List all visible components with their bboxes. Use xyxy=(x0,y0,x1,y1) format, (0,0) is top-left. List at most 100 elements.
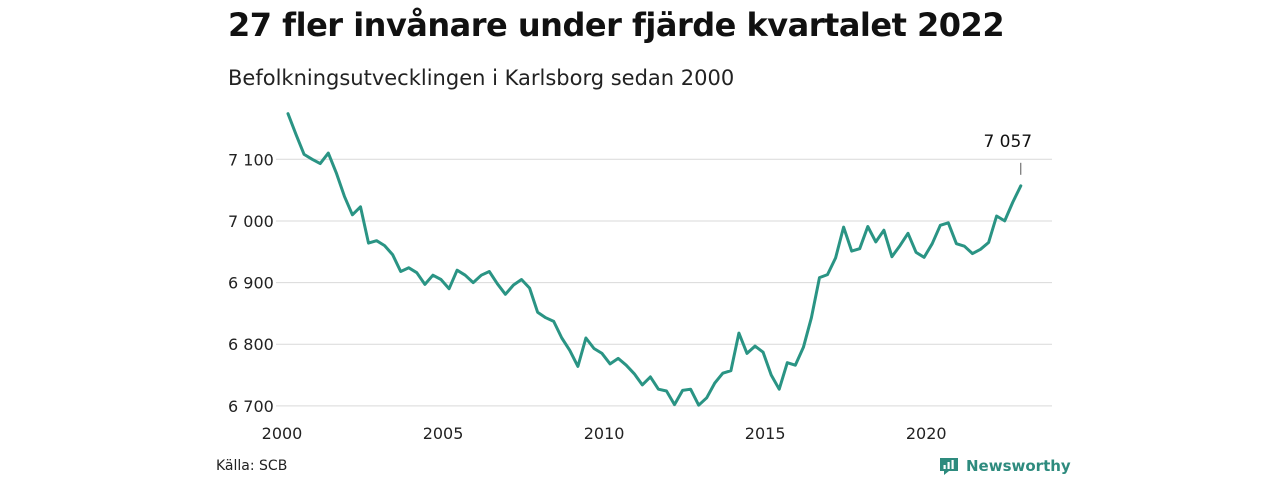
gridlines xyxy=(276,158,1052,407)
data-point-2022-Q3 xyxy=(1011,201,1014,204)
data-point-2001-Q1 xyxy=(319,162,322,165)
data-point-2004-Q3 xyxy=(431,274,434,277)
data-point-2004-Q1 xyxy=(415,271,418,274)
source-label: Källa: SCB xyxy=(216,458,288,474)
data-point-2004-Q2 xyxy=(423,283,426,286)
data-point-2009-Q3 xyxy=(593,347,596,350)
series-line-population xyxy=(286,112,1023,407)
data-point-2010-Q2 xyxy=(617,357,620,360)
data-point-2001-Q4 xyxy=(343,195,346,198)
data-point-2009-Q2 xyxy=(584,337,587,340)
data-point-2005-Q4 xyxy=(472,281,475,284)
data-point-2014-Q3 xyxy=(754,345,757,348)
data-point-2013-Q4 xyxy=(729,369,732,372)
data-point-2015-Q3 xyxy=(786,361,789,364)
data-point-2018-Q1 xyxy=(866,225,869,228)
data-point-2011-Q1 xyxy=(641,383,644,386)
data-point-2013-Q2 xyxy=(713,382,716,385)
data-point-2022-Q2 xyxy=(1003,219,1006,222)
data-point-2015-Q1 xyxy=(770,374,773,377)
data-point-2022-Q4 xyxy=(1019,184,1022,187)
chart-subtitle: Befolkningsutvecklingen i Karlsborg seda… xyxy=(228,66,735,90)
data-point-2012-Q4 xyxy=(697,404,700,407)
data-point-2002-Q2 xyxy=(359,205,362,208)
data-point-2014-Q2 xyxy=(746,352,749,355)
data-point-2020-Q4 xyxy=(955,242,958,245)
data-point-2007-Q4 xyxy=(536,311,539,314)
x-tick-label: 2005 xyxy=(423,424,464,443)
data-point-2018-Q2 xyxy=(874,240,877,243)
data-point-2000-Q3 xyxy=(303,153,306,156)
data-point-2006-Q4 xyxy=(504,293,507,296)
data-point-2008-Q1 xyxy=(544,316,547,319)
data-point-2019-Q3 xyxy=(915,251,918,254)
end-value-label: 7 057 xyxy=(983,132,1032,152)
data-point-2006-Q1 xyxy=(480,274,483,277)
data-point-2021-Q2 xyxy=(971,252,974,255)
x-tick-label: 2015 xyxy=(745,424,786,443)
data-point-2017-Q1 xyxy=(834,256,837,259)
x-axis-tick-labels: 2000 2005 2010 2015 2020 xyxy=(262,424,947,443)
data-point-2018-Q4 xyxy=(890,255,893,258)
data-point-2002-Q3 xyxy=(367,242,370,245)
data-point-2017-Q3 xyxy=(850,250,853,253)
data-point-2017-Q2 xyxy=(842,226,845,229)
y-tick-label: 6 900 xyxy=(228,274,274,293)
data-point-2010-Q3 xyxy=(625,364,628,367)
data-point-2015-Q2 xyxy=(778,388,781,391)
data-point-2004-Q4 xyxy=(440,278,443,281)
data-point-2001-Q3 xyxy=(335,171,338,174)
data-point-2013-Q1 xyxy=(705,396,708,399)
data-point-2012-Q3 xyxy=(689,388,692,391)
data-point-2003-Q4 xyxy=(407,266,410,269)
data-point-2000-Q2 xyxy=(295,133,298,136)
data-point-2021-Q4 xyxy=(987,241,990,244)
data-point-2011-Q2 xyxy=(649,375,652,378)
data-point-2008-Q2 xyxy=(552,320,555,323)
data-point-2012-Q2 xyxy=(681,389,684,392)
chart-title: 27 fler invånare under fjärde kvartalet … xyxy=(228,6,1005,44)
data-point-2005-Q3 xyxy=(464,274,467,277)
data-point-2007-Q3 xyxy=(528,287,531,290)
data-point-2000-Q4 xyxy=(311,158,314,161)
data-point-2010-Q4 xyxy=(633,372,636,375)
data-point-2003-Q1 xyxy=(383,244,386,247)
data-point-2003-Q3 xyxy=(399,270,402,273)
data-point-2002-Q4 xyxy=(375,239,378,242)
data-point-2018-Q3 xyxy=(882,229,885,232)
data-point-2020-Q3 xyxy=(947,221,950,224)
data-point-2006-Q3 xyxy=(496,282,499,285)
data-point-2016-Q1 xyxy=(802,346,805,349)
data-point-2011-Q3 xyxy=(657,388,660,391)
data-point-2019-Q2 xyxy=(907,232,910,235)
data-point-2001-Q2 xyxy=(327,152,330,155)
data-point-2021-Q3 xyxy=(979,248,982,251)
data-point-2014-Q1 xyxy=(737,332,740,335)
data-point-2005-Q1 xyxy=(448,287,451,290)
x-tick-label: 2000 xyxy=(262,424,303,443)
y-tick-label: 6 700 xyxy=(228,397,274,416)
data-point-2014-Q4 xyxy=(762,351,765,354)
data-point-2017-Q4 xyxy=(858,247,861,250)
data-point-2007-Q2 xyxy=(520,278,523,281)
data-point-2012-Q1 xyxy=(673,403,676,406)
data-point-2009-Q1 xyxy=(576,365,579,368)
data-point-2007-Q1 xyxy=(512,284,515,287)
data-point-2022-Q1 xyxy=(995,215,998,218)
y-tick-label: 6 800 xyxy=(228,335,274,354)
data-point-2016-Q3 xyxy=(818,276,821,279)
newsworthy-chart-icon xyxy=(940,458,958,475)
y-axis-tick-labels: 6 700 6 800 6 900 7 000 7 100 xyxy=(228,150,274,416)
data-point-2019-Q1 xyxy=(899,244,902,247)
data-point-2008-Q3 xyxy=(560,337,563,340)
data-point-2013-Q3 xyxy=(721,372,724,375)
y-tick-label: 7 000 xyxy=(228,212,274,231)
data-point-2008-Q4 xyxy=(568,349,571,352)
data-point-2006-Q2 xyxy=(488,270,491,273)
x-tick-label: 2010 xyxy=(584,424,625,443)
data-point-2021-Q1 xyxy=(963,245,966,248)
data-point-2016-Q2 xyxy=(810,316,813,319)
data-point-2020-Q1 xyxy=(931,242,934,245)
data-point-2005-Q2 xyxy=(456,269,459,272)
